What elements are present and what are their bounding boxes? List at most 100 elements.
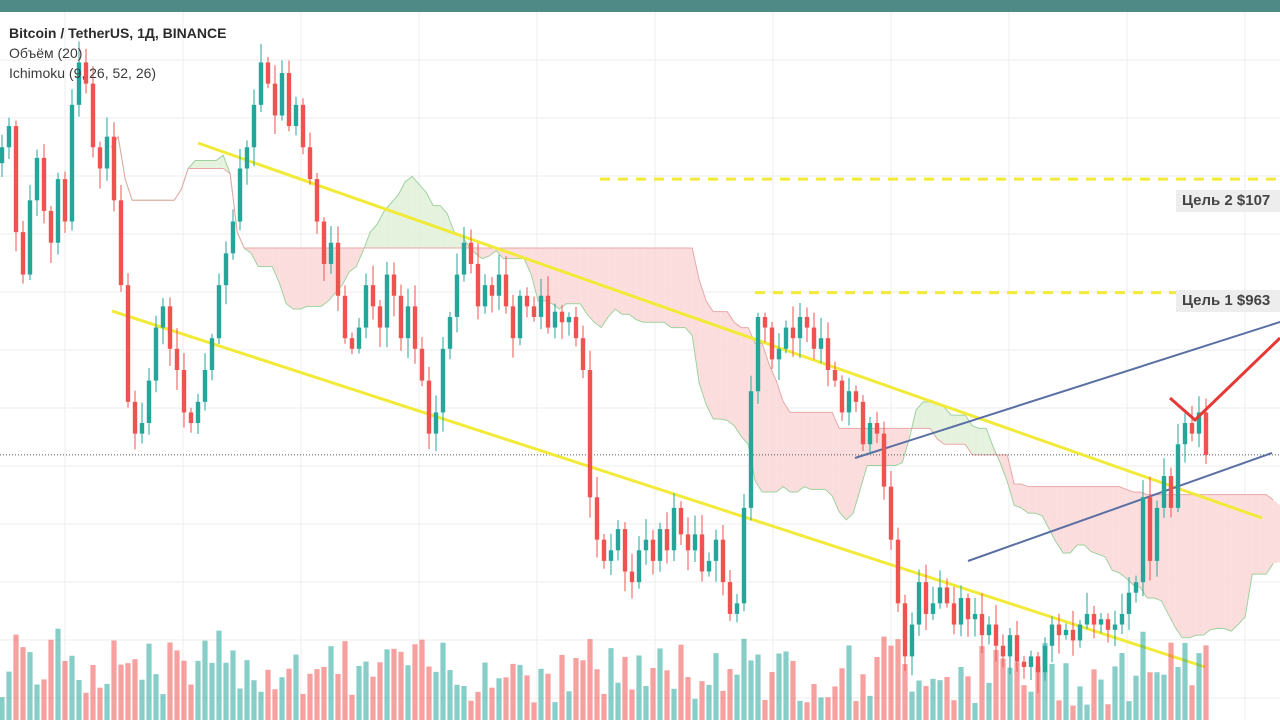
candle[interactable]: [1007, 635, 1013, 657]
candle[interactable]: [244, 147, 250, 169]
candle[interactable]: [664, 529, 670, 551]
candle[interactable]: [1133, 582, 1139, 593]
candle[interactable]: [76, 62, 82, 105]
candle[interactable]: [272, 83, 278, 116]
forecast-arrow[interactable]: [1169, 336, 1280, 423]
candle[interactable]: [412, 306, 418, 349]
candle[interactable]: [1070, 629, 1076, 641]
candle[interactable]: [860, 401, 866, 445]
candle[interactable]: [440, 348, 446, 413]
candle[interactable]: [923, 582, 929, 614]
candle[interactable]: [993, 624, 999, 646]
candle[interactable]: [1028, 656, 1034, 667]
candle[interactable]: [279, 73, 285, 116]
candle[interactable]: [265, 62, 271, 84]
candle[interactable]: [678, 507, 684, 535]
candle[interactable]: [867, 423, 873, 445]
candle[interactable]: [594, 497, 600, 540]
candle[interactable]: [454, 274, 460, 317]
candle[interactable]: [538, 295, 544, 317]
rising-channel-upper[interactable]: [854, 321, 1280, 459]
candle[interactable]: [419, 348, 425, 381]
candle[interactable]: [468, 242, 474, 264]
candle[interactable]: [1126, 592, 1132, 614]
candle[interactable]: [41, 157, 47, 211]
candle[interactable]: [118, 200, 124, 286]
candle[interactable]: [1000, 645, 1006, 657]
candle[interactable]: [1091, 613, 1097, 625]
candle[interactable]: [902, 603, 908, 657]
candle[interactable]: [930, 603, 936, 614]
candle[interactable]: [776, 348, 782, 360]
candle[interactable]: [202, 370, 208, 402]
candle[interactable]: [622, 529, 628, 572]
candle[interactable]: [1182, 423, 1188, 445]
candle[interactable]: [1056, 624, 1062, 636]
candle[interactable]: [657, 529, 663, 561]
candle[interactable]: [426, 380, 432, 434]
candle[interactable]: [349, 338, 355, 349]
rising-channel-lower[interactable]: [967, 452, 1273, 562]
candle[interactable]: [258, 62, 264, 105]
candle[interactable]: [699, 534, 705, 572]
candle[interactable]: [790, 327, 796, 339]
ichimoku-indicator-label[interactable]: Ichimoku (9, 26, 52, 26): [9, 65, 157, 81]
candle[interactable]: [314, 179, 320, 222]
candle[interactable]: [832, 370, 838, 381]
candle[interactable]: [685, 534, 691, 551]
candle[interactable]: [1077, 624, 1083, 641]
candle[interactable]: [608, 550, 614, 561]
candle[interactable]: [503, 274, 509, 307]
candle[interactable]: [104, 136, 110, 169]
candle[interactable]: [377, 306, 383, 328]
candle[interactable]: [1112, 624, 1118, 630]
candle[interactable]: [1049, 624, 1055, 646]
candle[interactable]: [321, 221, 327, 264]
candle[interactable]: [1105, 619, 1111, 630]
candle[interactable]: [461, 242, 467, 275]
candle[interactable]: [937, 587, 943, 604]
candle[interactable]: [1147, 497, 1153, 561]
candle[interactable]: [762, 316, 768, 328]
candle[interactable]: [482, 285, 488, 307]
candle[interactable]: [489, 285, 495, 296]
candle[interactable]: [986, 624, 992, 636]
candle[interactable]: [944, 587, 950, 604]
candle[interactable]: [293, 104, 299, 127]
candle[interactable]: [1189, 423, 1195, 434]
candle[interactable]: [335, 242, 341, 296]
candle[interactable]: [874, 423, 880, 434]
candle[interactable]: [433, 412, 439, 434]
candle[interactable]: [237, 168, 243, 222]
candle[interactable]: [636, 550, 642, 583]
candle[interactable]: [510, 306, 516, 339]
candle[interactable]: [1035, 656, 1041, 673]
candle[interactable]: [111, 136, 117, 201]
candle[interactable]: [545, 295, 551, 328]
candle[interactable]: [580, 338, 586, 370]
candle[interactable]: [167, 306, 173, 349]
candle[interactable]: [1140, 497, 1146, 583]
candle[interactable]: [846, 391, 852, 413]
candle[interactable]: [223, 253, 229, 286]
candle[interactable]: [27, 200, 33, 275]
candle[interactable]: [307, 147, 313, 180]
candle[interactable]: [783, 327, 789, 349]
candle[interactable]: [496, 274, 502, 296]
candle[interactable]: [1161, 476, 1167, 508]
candle[interactable]: [34, 157, 40, 201]
candle[interactable]: [643, 539, 649, 551]
candle[interactable]: [979, 613, 985, 636]
candle[interactable]: [1014, 635, 1020, 662]
candle[interactable]: [713, 539, 719, 561]
candle[interactable]: [146, 380, 152, 424]
candle[interactable]: [566, 316, 572, 323]
descending-channel-lower[interactable]: [111, 309, 1206, 669]
candle[interactable]: [125, 285, 131, 402]
candle[interactable]: [552, 311, 558, 328]
candle[interactable]: [69, 104, 75, 222]
candle[interactable]: [209, 338, 215, 370]
candle[interactable]: [797, 316, 803, 339]
candle[interactable]: [748, 391, 754, 508]
candle[interactable]: [48, 210, 54, 243]
